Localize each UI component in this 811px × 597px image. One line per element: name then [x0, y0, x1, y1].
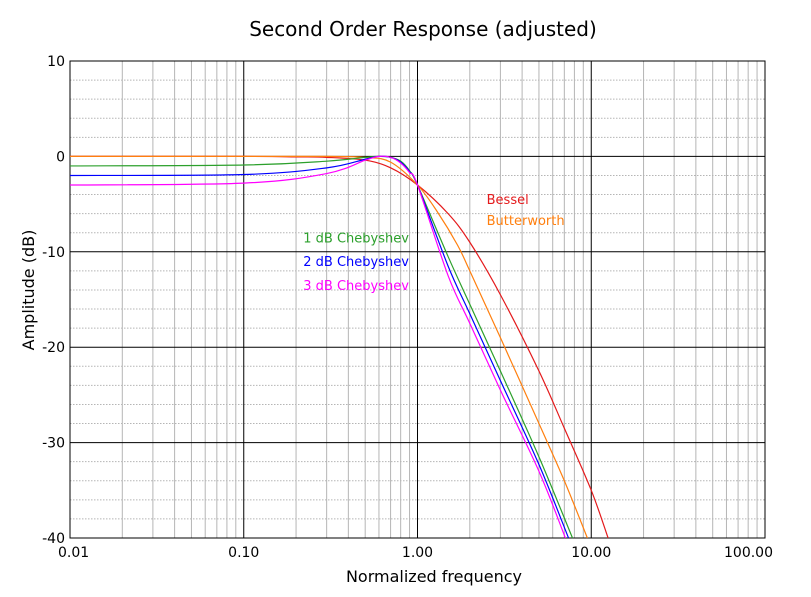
x-tick-label: 0.01 [58, 545, 89, 561]
y-tick-label: -20 [42, 340, 65, 356]
series-line-2-db-chebyshev [69, 155, 570, 539]
x-axis-label: Normalized frequency [346, 567, 522, 586]
y-tick-label: -10 [42, 245, 65, 261]
x-tick-label: 0.10 [228, 545, 259, 561]
series-line-butterworth [70, 155, 588, 539]
plot-frame [69, 60, 766, 539]
label-1-db-chebyshev: 1 dB Chebyshev [303, 231, 409, 246]
x-tick-label: 10.00 [571, 545, 611, 561]
y-tick-label: -30 [42, 436, 65, 452]
series-annotations: 1 dB Chebyshev 2 dB Chebyshev 3 dB Chebysh… [303, 193, 564, 294]
series-layer [69, 155, 609, 539]
x-tick-label: 100.00 [724, 545, 773, 561]
y-axis-label: Amplitude (dB) [19, 230, 38, 351]
label-2-db-chebyshev: 2 dB Chebyshev [303, 255, 409, 270]
y-tick-labels: 10 0 -10 -20 -30 -40 [42, 54, 65, 547]
y-tick-label: 10 [47, 54, 65, 70]
x-tick-labels: 0.01 0.10 1.00 10.00 100.00 [58, 545, 773, 561]
chart-title: Second Order Response (adjusted) [249, 17, 597, 41]
grid-minor [70, 61, 765, 538]
x-tick-label: 1.00 [402, 545, 433, 561]
y-tick-label: 0 [56, 149, 65, 165]
label-butterworth: Butterworth [487, 214, 565, 229]
label-3-db-chebyshev: 3 dB Chebyshev [303, 279, 409, 294]
series-line-3-db-chebyshev [69, 155, 566, 539]
series-line-1-db-chebyshev [69, 155, 574, 539]
label-bessel: Bessel [487, 193, 529, 208]
y-tick-label: -40 [42, 531, 65, 547]
